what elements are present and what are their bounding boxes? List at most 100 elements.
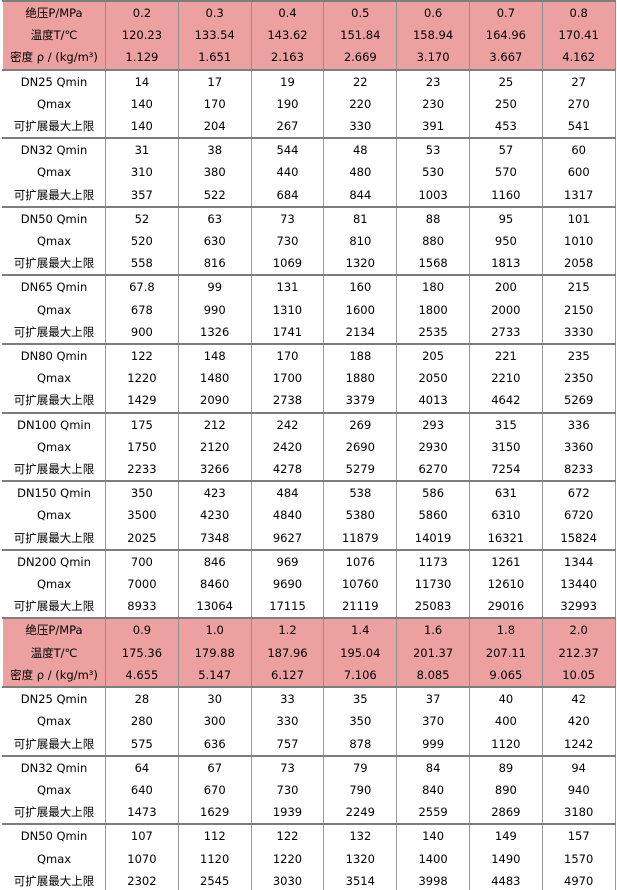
- table-row: Qmax 640 670 730 790 840 890 940: [2, 778, 616, 802]
- data-cell: 270: [541, 92, 616, 116]
- data-cell: 7254: [468, 458, 543, 482]
- row-label: 可扩展最大上限: [2, 252, 106, 276]
- header-density-value: 7.106: [323, 663, 398, 689]
- data-cell: 1568: [396, 252, 470, 276]
- row-label: 可扩展最大上限: [2, 183, 106, 207]
- data-cell: 11879: [323, 526, 398, 550]
- data-cell: 2535: [396, 320, 470, 345]
- data-cell: 9690: [250, 573, 325, 596]
- data-cell: 160: [323, 274, 398, 299]
- data-cell: 969: [250, 548, 325, 574]
- data-cell: 1310: [250, 298, 325, 321]
- data-cell: 5860: [396, 504, 470, 527]
- table-row: Qmax 678 990 1310 1600 1800 2000 2150: [2, 298, 616, 321]
- header-row-temperature: 温度T/℃ 120.23 133.54 143.62 151.84 158.94 164.9…: [2, 24, 616, 47]
- data-cell: 1120: [468, 732, 543, 756]
- row-label: Qmax: [2, 298, 106, 321]
- row-label: DN100 Qmin: [2, 411, 106, 436]
- data-cell: 16321: [468, 526, 543, 550]
- data-cell: 330: [250, 710, 325, 733]
- header-temperature-value: 175.36: [105, 641, 179, 664]
- data-cell: 575: [105, 732, 179, 756]
- data-cell: 1317: [541, 183, 616, 207]
- table-row: Qmax 520 630 730 810 880 950 1010: [2, 230, 616, 253]
- header-pressure-value: 0.6: [396, 0, 470, 25]
- data-cell: 17: [177, 69, 252, 93]
- data-cell: 205: [396, 343, 470, 368]
- header-pressure-value: 1.4: [323, 617, 398, 642]
- header-density-value: 9.065: [468, 663, 543, 689]
- data-cell: 1600: [323, 298, 398, 321]
- row-label: Qmax: [2, 230, 106, 253]
- data-cell: 13440: [541, 573, 616, 596]
- header-label-density: 密度 ρ / (kg/m³): [2, 46, 106, 71]
- data-cell: 149: [468, 823, 543, 848]
- header-density-value: 4.162: [541, 46, 616, 71]
- data-cell: 6720: [541, 504, 616, 527]
- data-cell: 5269: [541, 389, 616, 413]
- table-row: DN80 Qmin 122 148 170 188 205 221 235: [2, 343, 616, 368]
- data-cell: 890: [468, 778, 543, 802]
- row-label: DN32 Qmin: [2, 137, 106, 162]
- header-temperature-value: 164.96: [468, 24, 543, 47]
- data-cell: 2058: [541, 252, 616, 276]
- data-cell: 670: [177, 778, 252, 802]
- data-cell: 4970: [541, 869, 616, 890]
- table-row: 可扩展最大上限 1429 2090 2738 3379 4013 4642 5269: [2, 389, 616, 413]
- row-label: DN200 Qmin: [2, 548, 106, 574]
- header-label-density: 密度 ρ / (kg/m³): [2, 663, 106, 689]
- data-cell: 630: [177, 230, 252, 253]
- data-cell: 94: [541, 754, 616, 779]
- data-cell: 200: [468, 274, 543, 299]
- row-label: DN65 Qmin: [2, 274, 106, 299]
- data-cell: 844: [323, 183, 398, 207]
- data-cell: 400: [468, 710, 543, 733]
- data-cell: 640: [105, 778, 179, 802]
- data-cell: 48: [323, 137, 398, 162]
- data-cell: 269: [323, 411, 398, 436]
- data-cell: 15824: [541, 526, 616, 550]
- header-density-value: 8.085: [396, 663, 470, 689]
- data-cell: 350: [323, 710, 398, 733]
- data-cell: 357: [105, 183, 179, 207]
- data-cell: 188: [323, 343, 398, 368]
- data-cell: 53: [396, 137, 470, 162]
- data-cell: 1813: [468, 252, 543, 276]
- data-cell: 900: [105, 320, 179, 345]
- header-temperature-value: 133.54: [177, 24, 252, 47]
- data-cell: 73: [250, 205, 325, 231]
- header-pressure-value: 2.0: [541, 617, 616, 642]
- data-cell: 391: [396, 115, 470, 139]
- data-cell: 730: [250, 778, 325, 802]
- data-cell: 3030: [250, 869, 325, 890]
- data-cell: 1220: [250, 847, 325, 870]
- header-temperature-value: 195.04: [323, 641, 398, 664]
- row-label: 可扩展最大上限: [2, 801, 106, 825]
- data-cell: 2690: [323, 435, 398, 459]
- data-cell: 4642: [468, 389, 543, 413]
- row-label: Qmax: [2, 710, 106, 733]
- data-cell: 3500: [105, 504, 179, 527]
- header-density-value: 1.651: [177, 46, 252, 71]
- data-cell: 4483: [468, 869, 543, 890]
- data-cell: 267: [250, 115, 325, 139]
- row-label: 可扩展最大上限: [2, 389, 106, 413]
- data-cell: 175: [105, 411, 179, 436]
- data-cell: 3998: [396, 869, 470, 890]
- data-cell: 190: [250, 92, 325, 116]
- data-cell: 30: [177, 687, 252, 711]
- data-cell: 1750: [105, 435, 179, 459]
- data-cell: 3379: [323, 389, 398, 413]
- data-cell: 7348: [177, 526, 252, 550]
- data-cell: 310: [105, 161, 179, 184]
- data-cell: 29016: [468, 595, 543, 619]
- row-label: DN150 Qmin: [2, 480, 106, 505]
- data-cell: 52: [105, 205, 179, 231]
- data-cell: 1120: [177, 847, 252, 870]
- header-temperature-value: 158.94: [396, 24, 470, 47]
- data-cell: 544: [250, 137, 325, 162]
- data-cell: 370: [396, 710, 470, 733]
- row-label: 可扩展最大上限: [2, 115, 106, 139]
- data-cell: 4013: [396, 389, 470, 413]
